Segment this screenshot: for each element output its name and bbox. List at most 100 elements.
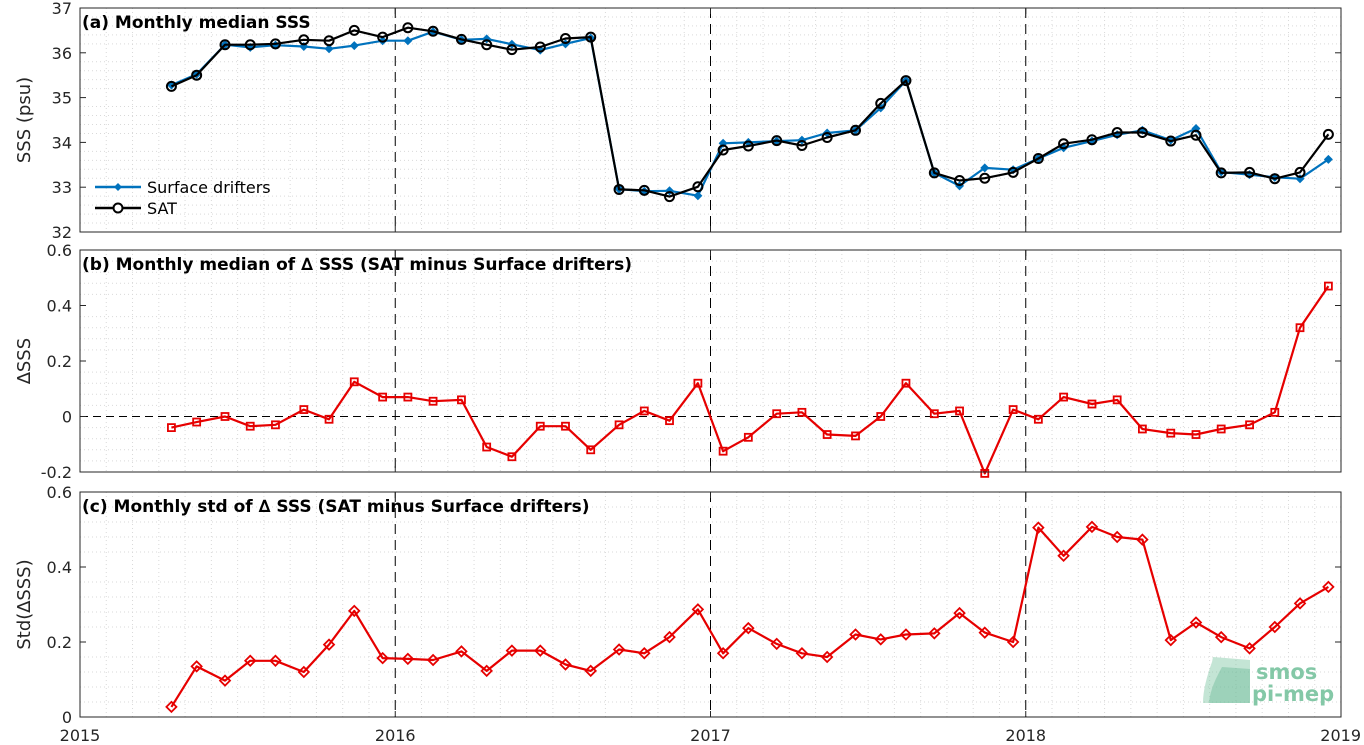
panel-a-monthly-median-sss: 32 33 34 35 36 37 (a) Monthly median SSS SSS … (14, 0, 1342, 242)
data-point (165, 80, 177, 92)
data-point (534, 41, 546, 53)
data-point (347, 604, 361, 618)
data-point (269, 654, 282, 668)
data-point (1085, 520, 1099, 534)
data-point (455, 645, 468, 658)
panel-a-year-dividers (394, 8, 1027, 232)
panel-c-year-dividers (394, 492, 1027, 717)
series-line (170, 525, 1329, 708)
data-point (638, 646, 651, 660)
y-tick-label: 34 (52, 133, 72, 152)
panel-c-title: (c) Monthly std of ∆ SSS (SAT minus Surf… (82, 497, 589, 517)
data-point (192, 417, 202, 427)
data-point (299, 405, 309, 414)
data-point (1191, 430, 1201, 439)
data-point (1270, 407, 1280, 417)
panel-b-title: (b) Monthly median of ∆ SSS (SAT minus S… (82, 255, 632, 275)
data-point (795, 646, 809, 660)
panel-a-ticks: 32 33 34 35 36 37 (52, 0, 1342, 242)
data-point (219, 39, 231, 51)
data-point (691, 603, 705, 616)
data-point (1165, 135, 1177, 147)
data-point (693, 191, 703, 201)
data-point (324, 414, 334, 424)
data-point (455, 33, 467, 45)
data-point (692, 181, 704, 193)
logo-text-smos: smos (1256, 660, 1317, 684)
data-point (1322, 580, 1335, 594)
data-point (876, 412, 886, 421)
y-tick-label: 0 (62, 408, 72, 427)
data-point (403, 36, 413, 46)
data-point (770, 637, 783, 651)
data-point (533, 644, 547, 657)
x-tick-label: 2018 (1005, 726, 1046, 745)
data-point (1008, 405, 1018, 414)
data-point (716, 646, 730, 660)
x-tick-label: 2015 (60, 726, 101, 745)
data-point (953, 606, 966, 620)
data-point (1189, 616, 1203, 629)
data-point (297, 665, 311, 679)
data-point (901, 378, 911, 388)
panel-c-std-delta-sss: 0 0.2 0.4 0.6 (c) Monthly std of ∆ SSS (SAT… (14, 483, 1342, 727)
data-point (243, 654, 257, 668)
data-point (481, 39, 493, 51)
data-point (245, 421, 255, 431)
y-tick-label: 0.6 (47, 483, 72, 502)
data-point (401, 652, 415, 666)
data-point (324, 44, 334, 54)
data-point (165, 700, 178, 714)
data-point (323, 35, 335, 47)
data-point (978, 626, 992, 639)
panel-a-title: (a) Monthly median SSS (82, 13, 311, 33)
logo-text-pi-mep: pi-mep (1252, 682, 1334, 706)
y-tick-label: 37 (52, 0, 72, 18)
data-point (559, 32, 571, 44)
data-point (426, 653, 440, 667)
data-point (505, 644, 519, 657)
data-point (220, 412, 230, 421)
data-point (1164, 633, 1178, 647)
data-point (1033, 414, 1043, 424)
data-point (899, 628, 913, 641)
panel-c-ticks: 0 0.2 0.4 0.6 (47, 483, 1342, 727)
y-tick-label: 33 (52, 178, 72, 197)
x-tick-label: 2019 (1320, 726, 1361, 745)
data-point (1244, 166, 1256, 178)
data-point (821, 131, 833, 143)
data-point (349, 41, 359, 51)
data-point (613, 183, 625, 195)
data-point (822, 430, 832, 439)
logo-wave-icon (1209, 667, 1250, 703)
data-point (378, 392, 388, 402)
data-point (979, 172, 991, 184)
panel-b-series (167, 281, 1333, 478)
panel-c-grid (80, 492, 1341, 717)
data-point (665, 416, 674, 426)
data-point (457, 395, 466, 405)
y-tick-label: 0.4 (47, 558, 72, 577)
data-point (561, 421, 570, 431)
data-point (612, 643, 626, 656)
y-tick-label: 0.2 (47, 633, 72, 652)
data-point (742, 621, 755, 635)
logo-wave-icon (1203, 657, 1250, 703)
data-point (402, 22, 414, 34)
data-point (1087, 399, 1097, 409)
data-point (663, 630, 676, 644)
data-point (586, 445, 596, 455)
data-point (743, 432, 753, 442)
data-point (638, 184, 650, 196)
data-point (614, 420, 624, 430)
data-point (954, 174, 966, 186)
y-tick-label: 0.2 (47, 352, 72, 371)
legend-sat-label: SAT (147, 199, 177, 218)
panel-b-year-dividers (394, 250, 1027, 472)
data-point (269, 38, 281, 50)
data-point (322, 638, 336, 651)
data-point (1086, 134, 1098, 146)
data-point (772, 409, 782, 419)
data-point (1111, 127, 1123, 139)
panel-b-ticks: -0.2 0 0.2 0.4 0.6 (41, 241, 1342, 482)
